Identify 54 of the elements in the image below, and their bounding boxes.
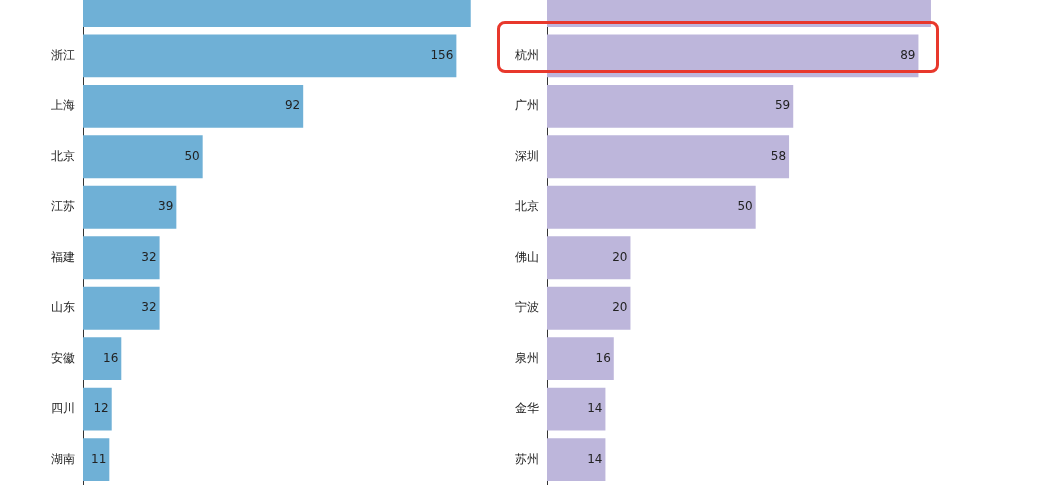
data-label: 14 <box>587 451 603 466</box>
bar <box>83 84 304 128</box>
bar <box>547 286 631 330</box>
y-tick-label: 北京 <box>51 148 75 163</box>
bar <box>547 236 631 280</box>
data-label: 12 <box>93 401 109 416</box>
data-label: 20 <box>612 249 628 264</box>
y-tick-label: 安徽 <box>51 350 75 365</box>
bar <box>547 34 919 78</box>
bar <box>83 286 160 330</box>
data-label: 59 <box>774 98 791 113</box>
bar <box>547 185 756 229</box>
data-label: 58 <box>770 148 787 163</box>
bar <box>547 438 606 482</box>
y-tick-label: 泉州 <box>515 350 539 365</box>
y-tick-label: 佛山 <box>515 249 539 264</box>
y-tick-label: 北京 <box>515 199 539 214</box>
y-tick-label: 福建 <box>51 249 75 264</box>
y-tick-label: 四川 <box>51 401 75 416</box>
data-label: 92 <box>284 98 301 113</box>
data-label: 11 <box>91 451 107 466</box>
bar <box>547 337 614 381</box>
data-label: 16 <box>103 350 119 365</box>
data-label: 14 <box>587 401 603 416</box>
y-tick-label: 杭州 <box>514 48 539 63</box>
bar <box>83 185 177 229</box>
bar <box>83 135 203 179</box>
y-tick-label: 上海 <box>51 98 75 113</box>
data-label: 32 <box>141 300 157 315</box>
data-label: 89 <box>900 48 916 63</box>
data-label: 32 <box>141 249 157 264</box>
data-label: 50 <box>184 148 200 163</box>
y-tick-label: 浙江 <box>51 48 75 63</box>
bar <box>547 135 790 179</box>
y-tick-label: 山东 <box>51 300 75 315</box>
data-label: 50 <box>737 199 753 214</box>
data-label: 39 <box>158 199 174 214</box>
bar <box>83 438 110 482</box>
bar <box>547 387 606 431</box>
y-tick-label: 江苏 <box>51 199 75 214</box>
data-label: 16 <box>595 350 611 365</box>
data-label: 20 <box>612 300 628 315</box>
bar <box>547 84 794 128</box>
y-tick-label: 广州 <box>515 98 539 113</box>
bar <box>83 236 160 280</box>
y-tick-label: 苏州 <box>515 451 539 466</box>
bar <box>83 34 457 78</box>
y-tick-label: 湖南 <box>51 451 75 466</box>
y-tick-label: 宁波 <box>515 300 539 315</box>
data-label: 156 <box>430 48 454 63</box>
bar <box>83 337 122 381</box>
bar <box>83 387 112 431</box>
y-tick-label: 金华 <box>515 401 539 416</box>
y-tick-label: 深圳 <box>515 148 539 163</box>
